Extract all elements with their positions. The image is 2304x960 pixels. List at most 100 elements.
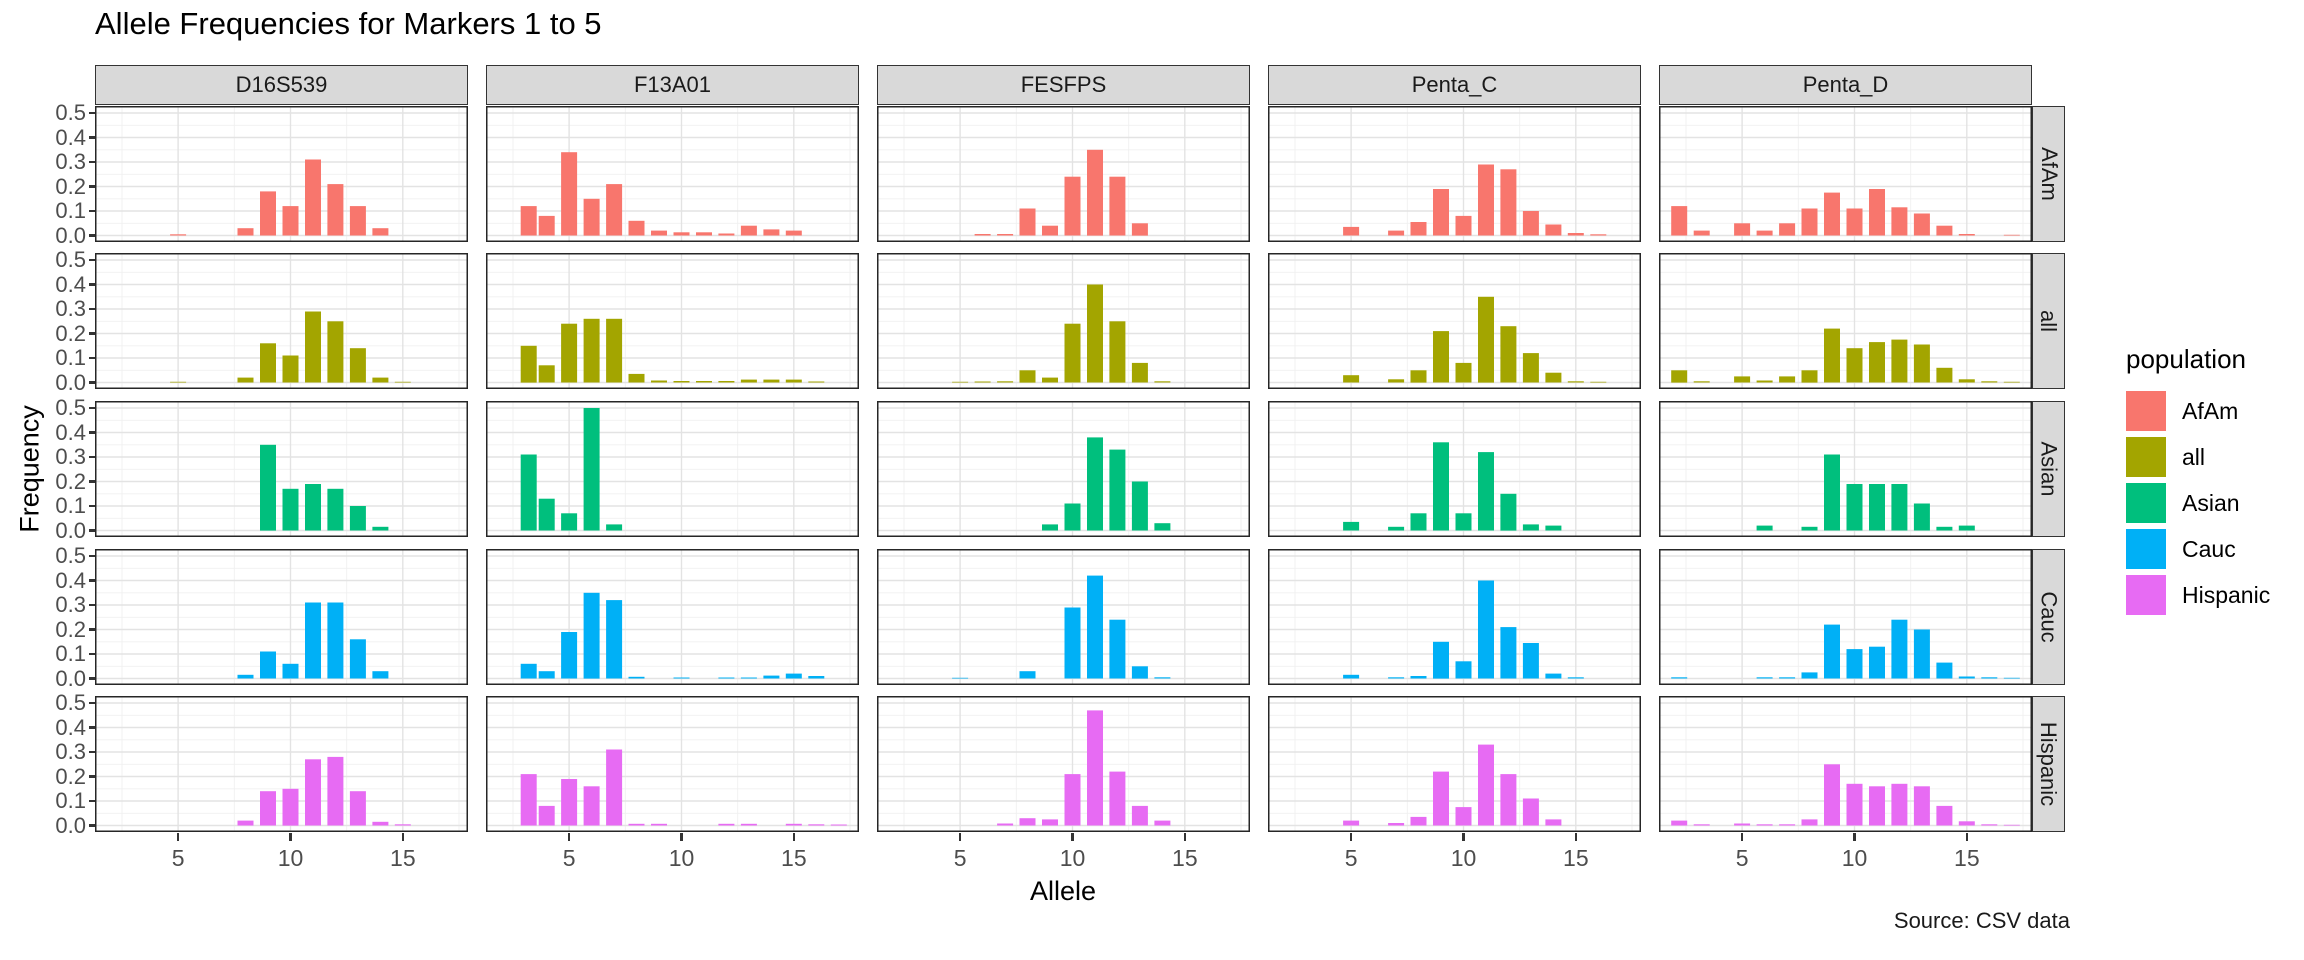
facet-row-strip-cauc: Cauc <box>2032 549 2065 685</box>
bar <box>1109 449 1126 531</box>
bar <box>1087 149 1103 236</box>
bar <box>1433 189 1449 236</box>
bar <box>628 676 645 679</box>
bar <box>282 788 299 826</box>
panel-d16s539-asian <box>95 401 468 537</box>
y-tick-mark <box>89 136 95 139</box>
bar <box>1958 676 1975 679</box>
bar <box>1958 379 1975 383</box>
bar <box>1154 820 1171 826</box>
x-tick-label: 5 <box>1735 845 1749 871</box>
bar <box>561 323 578 383</box>
bar <box>1388 379 1405 383</box>
y-tick-label: 0.1 <box>55 641 86 666</box>
bar <box>1779 677 1796 679</box>
panel-f13a01-all <box>486 253 859 389</box>
x-tick-label: 15 <box>1954 845 1980 871</box>
bar <box>606 184 623 236</box>
bar <box>785 379 802 383</box>
y-tick-label: 0.0 <box>55 369 86 395</box>
bar <box>260 191 276 236</box>
y-tick-label: 0.5 <box>55 100 86 125</box>
panel-d16s539-cauc <box>95 549 468 685</box>
y-tick-label: 0.1 <box>55 788 86 813</box>
bar <box>170 381 187 383</box>
bar <box>561 513 578 531</box>
x-tick-mark <box>1071 833 1074 841</box>
bar <box>1936 526 1953 531</box>
bar <box>1522 524 1539 531</box>
facet-row-strip-asian: Asian <box>2032 401 2065 537</box>
bar <box>372 526 389 531</box>
bar <box>673 232 690 236</box>
bar <box>305 159 321 236</box>
bar <box>1522 643 1539 679</box>
y-tick-mark <box>89 283 95 286</box>
legend-title: population <box>2126 344 2246 374</box>
panel-penta_c-cauc <box>1268 549 1641 685</box>
legend-key-swatch <box>2126 437 2166 477</box>
x-tick-label: 15 <box>781 845 807 871</box>
bar <box>785 673 802 679</box>
y-tick-label: 0.5 <box>55 247 86 272</box>
y-tick-mark <box>89 185 95 188</box>
bar <box>1388 677 1405 679</box>
bar <box>997 823 1014 826</box>
panel-f13a01-cauc <box>486 549 859 685</box>
bar <box>1891 339 1908 383</box>
bar <box>1567 677 1584 679</box>
bar <box>1131 223 1148 236</box>
bar <box>1936 805 1953 826</box>
panel-penta_c-afam <box>1268 106 1641 242</box>
bar <box>1734 223 1751 236</box>
bar <box>538 498 555 531</box>
legend-key-swatch <box>2126 483 2166 523</box>
bar <box>808 381 825 383</box>
bar <box>997 234 1014 236</box>
bar <box>830 824 847 826</box>
bar <box>1019 370 1036 383</box>
bar <box>1981 824 1998 826</box>
bar <box>1936 225 1953 236</box>
legend: population AfAm all Asian Cauc Hispanic <box>2126 344 2270 621</box>
x-tick-mark <box>1183 833 1187 841</box>
bar <box>538 365 555 383</box>
y-tick-label: 0.2 <box>55 616 86 642</box>
bar <box>1433 641 1449 679</box>
bar <box>997 381 1014 383</box>
bar <box>1846 649 1863 679</box>
y-tick-mark <box>89 677 95 680</box>
bar <box>808 676 825 679</box>
bar <box>372 671 389 679</box>
legend-item-asian: Asian <box>2126 483 2270 523</box>
facet-column-strip-f13a01: F13A01 <box>486 65 859 105</box>
bar <box>1693 381 1710 383</box>
bar <box>1131 362 1148 383</box>
bar <box>282 663 299 679</box>
y-tick-label: 0.2 <box>55 468 86 494</box>
bar <box>1478 580 1494 679</box>
bar <box>1779 223 1796 236</box>
panel-penta_d-cauc <box>1659 549 2032 685</box>
bar <box>1801 208 1818 236</box>
bar <box>1801 526 1818 531</box>
x-tick-mark <box>289 833 292 841</box>
legend-label: Cauc <box>2182 535 2236 562</box>
y-tick-mark <box>89 628 95 631</box>
legend-label: all <box>2182 443 2206 470</box>
bar <box>763 379 780 383</box>
bar <box>1455 362 1472 383</box>
bar <box>1478 296 1494 383</box>
bar <box>1545 673 1562 679</box>
bar <box>1846 484 1863 531</box>
x-tick-label: 10 <box>1450 845 1477 871</box>
bar <box>763 675 780 679</box>
y-tick-label: 0.4 <box>55 714 86 740</box>
bar <box>1410 370 1427 383</box>
bar <box>1846 208 1863 236</box>
bar <box>1433 771 1449 826</box>
x-tick-mark <box>176 833 180 841</box>
bar <box>538 671 555 679</box>
bar <box>1958 525 1975 531</box>
bar <box>1567 233 1584 236</box>
